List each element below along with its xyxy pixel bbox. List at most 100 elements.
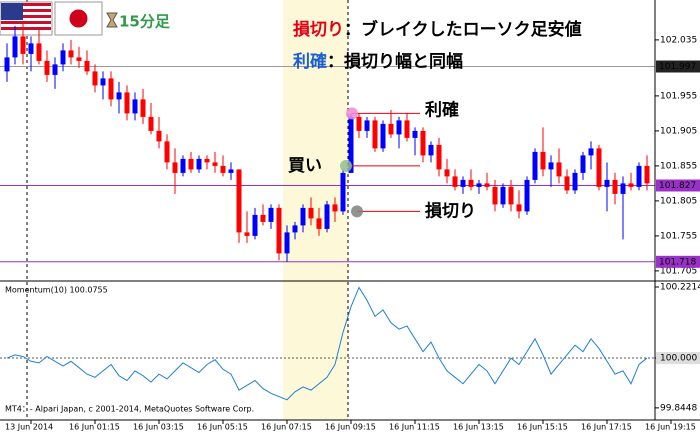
candle-body [60, 50, 66, 65]
x-tick-label: 16 Jun 15:15 [517, 423, 568, 432]
candle-body [540, 151, 546, 170]
candle-body [644, 165, 650, 184]
hourglass-icon [106, 12, 118, 28]
candle-body [588, 148, 594, 156]
rule: 損切り：ブレイクしたローソク足安値 [293, 19, 582, 40]
x-tick-label: 16 Jun 13:15 [453, 423, 504, 432]
candle-body [332, 204, 338, 212]
japan-sun [69, 9, 88, 28]
candle-body [628, 183, 634, 187]
candle-body [36, 43, 42, 61]
level-label: 損切り [425, 200, 476, 221]
y-tick-label: 101.955 [660, 91, 697, 101]
candle-body [84, 60, 90, 72]
x-tick-label: 16 Jun 17:15 [581, 423, 632, 432]
candle-body [436, 144, 442, 170]
candle-body [348, 116, 354, 173]
flags [0, 1, 118, 36]
candle-body [508, 186, 514, 205]
y-tick-label: 101.705 [660, 266, 697, 276]
price-label-bg [656, 352, 700, 365]
candle-body [268, 207, 274, 222]
candle-body [380, 123, 386, 149]
candle-body [388, 123, 394, 135]
candle-body [556, 162, 562, 177]
x-tick-label: 16 Jun 09:15 [325, 423, 376, 432]
price-label-bg [656, 60, 700, 73]
price-label: 101.997 [659, 62, 696, 72]
indicator-title: Momentum(10) 100.0755 [5, 286, 108, 295]
candle-body [636, 165, 642, 187]
price-label: 101.718 [659, 257, 696, 267]
candle-body [132, 99, 138, 114]
candle-body [100, 78, 106, 86]
candle-body [476, 183, 482, 187]
candle-body [444, 169, 450, 177]
candle-body [620, 183, 626, 194]
footer: MT4：- Alpari Japan, c 2001-2014, MetaQuo… [5, 405, 254, 414]
candle-body [396, 120, 402, 135]
y-tick-label: 101.855 [660, 161, 697, 171]
candle-body [300, 207, 306, 226]
candle-body [604, 179, 610, 187]
candle-body [156, 130, 162, 142]
candle-body [68, 50, 74, 58]
us-stripes [1, 3, 51, 30]
candle-body [308, 207, 314, 219]
candle-body [316, 218, 322, 229]
candle-body [564, 176, 570, 191]
x-tick-label: 16 Jun 01:15 [69, 423, 120, 432]
candle-body [292, 225, 298, 233]
candle-body [116, 92, 122, 100]
candle-body [612, 179, 618, 194]
candle-body [404, 120, 410, 138]
candle-body [364, 120, 370, 131]
candle-body [260, 214, 266, 222]
japan-flag [54, 1, 103, 36]
candle-body [428, 144, 434, 156]
y-tick-label: 99.8448 [660, 403, 697, 413]
level-marker [351, 205, 363, 218]
candle-body [228, 169, 234, 173]
candle-body [20, 36, 26, 54]
x-tick-label: 16 Jun 07:15 [261, 423, 312, 432]
y-tick-label: 100.2214 [660, 283, 700, 293]
rule-label: 利確 [293, 51, 327, 72]
rule-label: 損切り [293, 19, 344, 40]
candle-body [252, 214, 258, 236]
candle-body [484, 183, 490, 187]
candle-body [276, 207, 282, 254]
rule-text: ：損切り幅と同幅 [327, 51, 463, 72]
candle-body [236, 169, 242, 233]
candle-body [596, 148, 602, 187]
candle-body [532, 151, 538, 180]
candle-body [124, 92, 130, 114]
candle-body [44, 60, 50, 75]
candle-body [340, 172, 346, 212]
candle-body [196, 158, 202, 170]
candle-body [220, 165, 226, 173]
candle-body [92, 71, 98, 86]
candle-body [244, 232, 250, 236]
x-tick-label: 16 Jun 03:15 [133, 423, 184, 432]
candle-body [172, 162, 178, 173]
candle-body [180, 158, 186, 173]
level-marker [340, 159, 352, 172]
indicator-line [6, 286, 648, 401]
y-tick-label: 101.905 [660, 126, 697, 136]
candle-body [140, 99, 146, 117]
candle-body [500, 186, 506, 205]
candle-body [188, 158, 194, 170]
x-tick-label: 16 Jun 11:15 [389, 423, 440, 432]
candle-body [492, 186, 498, 205]
candle-body [324, 204, 330, 229]
candle-body [284, 232, 290, 254]
y-tick-label: 102.035 [660, 35, 697, 45]
y-tick-label: 100.000 [660, 354, 697, 364]
level-label: 買い [288, 156, 322, 176]
candle-body [52, 64, 58, 75]
candle-body [572, 172, 578, 191]
x-tick-label: 16 Jun 05:15 [197, 423, 248, 432]
x-tick-label: 13 Jun 2014 [5, 423, 53, 432]
